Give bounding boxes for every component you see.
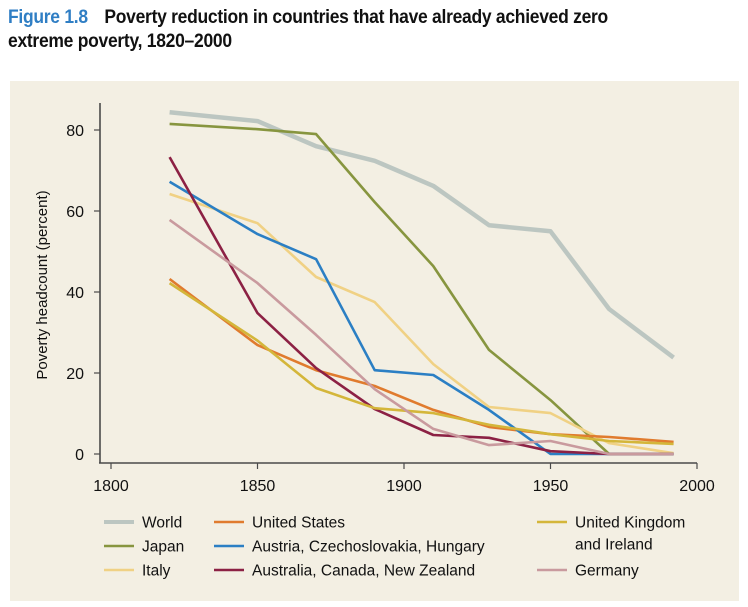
y-tick-label: 80 xyxy=(66,123,84,140)
legend-label: Italy xyxy=(142,563,171,580)
y-tick-label: 60 xyxy=(66,204,84,221)
series-lines xyxy=(168,109,675,456)
figure-title-line2: extreme poverty, 1820–2000 xyxy=(8,31,232,52)
series-line-united-kingdom-and-ireland xyxy=(168,282,674,446)
legend-item-united-states: United States xyxy=(214,515,345,532)
y-axis-title: Poverty headcount (percent) xyxy=(34,190,51,379)
y-tick-label: 0 xyxy=(75,447,84,464)
legend-label: Austria, Czechoslovakia, Hungary xyxy=(252,539,485,556)
legend-label: World xyxy=(142,515,182,532)
figure-title: Figure 1.8 Poverty reduction in countries… xyxy=(8,6,670,54)
chart-panel xyxy=(10,81,739,601)
legend-label: United States xyxy=(252,515,345,532)
x-tick-label: 1900 xyxy=(386,478,422,495)
legend-label: Australia, Canada, New Zealand xyxy=(252,563,475,580)
series-line-italy xyxy=(169,192,674,455)
legend-item-austria-czechoslovakia-hungary: Austria, Czechoslovakia, Hungary xyxy=(214,539,485,556)
figure-number: Figure 1.8 xyxy=(8,7,88,28)
legend-item-united-kingdom: United Kingdom and Ireland xyxy=(537,515,685,554)
x-tick-label: 1950 xyxy=(533,478,569,495)
legend-label-line2: and Ireland xyxy=(575,537,653,554)
figure-title-line1: Poverty reduction in countries that have… xyxy=(104,7,608,28)
series-line-germany xyxy=(168,218,674,456)
x-tick-label: 2000 xyxy=(679,478,715,495)
legend-label: Japan xyxy=(142,539,184,556)
legend-item-germany: Germany xyxy=(537,563,639,580)
series-line-united-states xyxy=(168,277,674,444)
y-tick-label: 20 xyxy=(66,366,84,383)
x-tick-label: 1800 xyxy=(93,478,129,495)
y-tick-label: 40 xyxy=(66,285,84,302)
x-tick-label: 1850 xyxy=(240,478,276,495)
series-line-world xyxy=(169,109,675,360)
legend-label: Germany xyxy=(575,563,639,580)
legend: World Japan Italy United States Austria, Cze… xyxy=(104,515,685,580)
legend-item-world: World xyxy=(104,515,182,532)
axes: 0 20 40 60 80 1800 1850 1900 1950 2000 Poverty hea… xyxy=(34,103,715,495)
legend-item-italy: Italy xyxy=(104,563,171,580)
legend-item-australia-canada-new-zealand: Australia, Canada, New Zealand xyxy=(214,563,475,580)
legend-item-japan: Japan xyxy=(104,539,184,556)
legend-label: United Kingdom xyxy=(575,515,685,532)
series-line-australia-canada-new-zealand xyxy=(168,156,674,456)
